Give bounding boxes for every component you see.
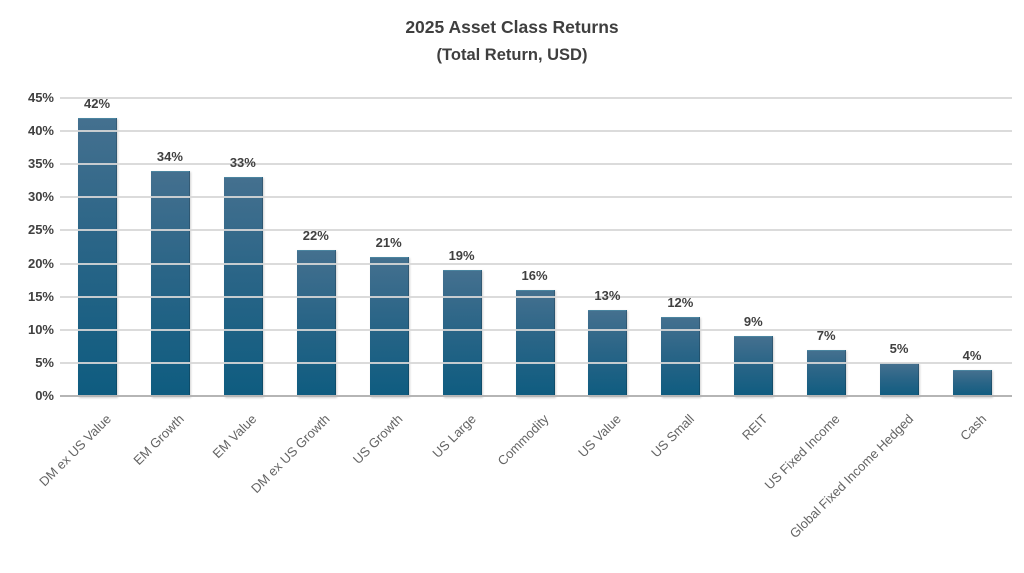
bar-dm-ex-us-growth [296,250,336,397]
bar-value-label: 42% [83,95,111,111]
x-category-label: DM ex US Growth [247,411,333,496]
y-tick-label: 35% [27,156,54,172]
bar-value-label: 9% [743,314,763,330]
y-tick-label: 5% [35,354,54,370]
x-category-label: US Small [648,411,698,461]
bar-cash [953,369,992,397]
bar-em-value [223,177,263,397]
gridline [60,130,1012,133]
gridline [60,262,1012,265]
chart-subtitle: (Total Return, USD) [436,46,588,64]
bar-em-growth [150,170,190,397]
x-category-label: Global Fixed Income Hedged [786,411,916,541]
bar-reit [734,336,774,397]
x-axis-line [60,395,1012,397]
x-category-label: US Value [575,411,625,461]
gridline [60,97,1012,99]
bar-us-value [588,309,628,397]
bar-commodity [515,290,555,397]
gridline [60,328,1012,331]
x-category-label: Cash [956,411,989,444]
bar-value-label: 34% [156,148,183,164]
gridline [60,295,1012,298]
bar-value-label: 7% [816,327,836,343]
y-tick-label: 30% [27,189,54,205]
x-category-label: US Large [429,411,479,461]
bar-value-label: 22% [302,228,329,244]
bar-us-large [442,270,482,397]
chart-title: 2025 Asset Class Returns [405,17,619,37]
bar-dm-ex-us-value [78,117,117,397]
x-category-label: US Growth [350,411,406,467]
x-category-label: EM Growth [130,411,187,468]
x-category-label: EM Value [209,411,260,462]
y-tick-label: 15% [27,288,54,304]
x-category-label: US Fixed Income [761,411,844,493]
x-category-label: Commodity [494,411,552,469]
y-tick-label: 20% [27,255,54,271]
bar-global-fixed-income-hedged [880,362,920,397]
bar-value-label: 13% [594,287,621,303]
y-tick-label: 45% [27,90,54,105]
x-category-label: REIT [738,411,771,443]
gridline [60,229,1012,232]
x-category-label: DM ex US Value [36,411,114,490]
gridline [60,196,1012,199]
bar-us-growth [369,256,409,397]
bar-us-fixed-income [807,349,847,397]
gridline [60,163,1012,166]
y-tick-label: 0% [35,388,54,403]
y-tick-label: 40% [27,123,54,139]
y-tick-label: 10% [27,321,54,337]
bar-value-label: 16% [521,268,548,284]
bar-value-label: 4% [962,347,982,363]
y-tick-label: 25% [27,222,54,238]
bar-value-label: 21% [375,234,402,250]
bar-value-label: 12% [667,294,694,310]
bar-value-label: 33% [229,155,256,171]
bar-value-label: 5% [889,340,909,356]
bar-value-label: 19% [448,248,475,264]
gridline [60,361,1012,364]
